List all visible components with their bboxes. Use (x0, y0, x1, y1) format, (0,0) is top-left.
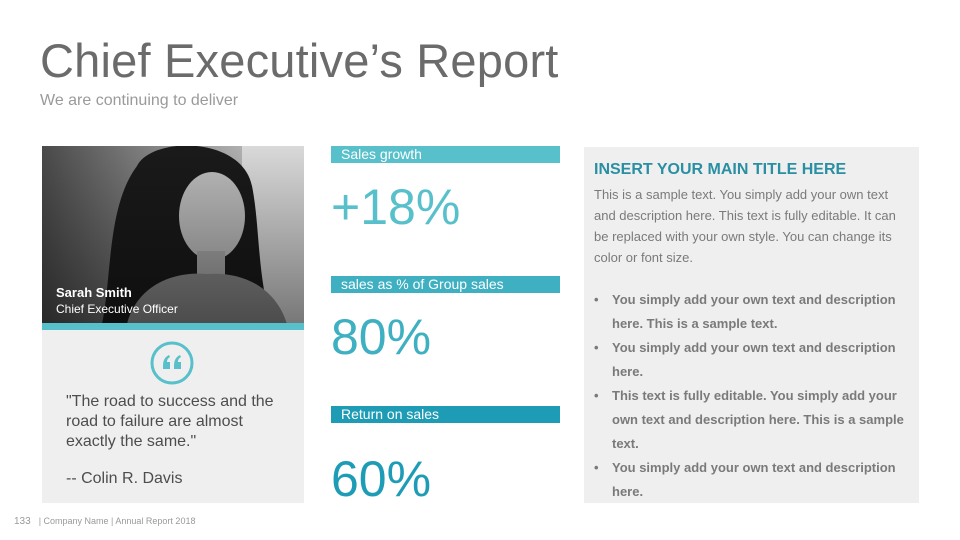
list-item-text: You simply add your own text and descrip… (612, 292, 896, 331)
profile-photo: Sarah Smith Chief Executive Officer (42, 146, 304, 324)
quote-card: "The road to success and the road to fai… (42, 330, 304, 503)
portrait-image (42, 146, 304, 324)
panel-description: This is a sample text. You simply add yo… (594, 187, 896, 265)
list-item-text: You simply add your own text and descrip… (612, 460, 896, 499)
stat-value-group-sales: 80% (331, 309, 432, 365)
info-panel: INSERT YOUR MAIN TITLE HERE This is a sa… (584, 147, 919, 503)
list-item: • You simply add your own text and descri… (594, 288, 904, 336)
list-item: • You simply add your own text and descri… (594, 456, 904, 504)
list-item-text: This text is fully editable. You simply … (612, 388, 904, 451)
page-title: Chief Executive’s Report (40, 34, 559, 87)
bullet-list: • You simply add your own text and descri… (594, 288, 904, 504)
footer: 133 | Company Name | Annual Report 2018 (14, 516, 195, 527)
list-item-text: You simply add your own text and descrip… (612, 340, 896, 379)
footer-text: | Company Name | Annual Report 2018 (38, 516, 196, 526)
bullet-icon: • (594, 460, 599, 475)
list-item: • This text is fully editable. You simply… (594, 384, 904, 456)
stat-value-return-on-sales: 60% (331, 451, 432, 507)
quote-author: -- Colin R. Davis (66, 470, 183, 487)
quote-icon (150, 341, 194, 385)
bullet-icon: • (594, 292, 599, 307)
page-subtitle: We are continuing to deliver (40, 92, 239, 109)
list-item: • You simply add your own text and descri… (594, 336, 904, 384)
stat-label-group-sales: sales as % of Group sales (331, 276, 560, 293)
stat-label-return-on-sales: Return on sales (331, 406, 560, 423)
person-role: Chief Executive Officer (56, 302, 178, 316)
panel-title: INSERT YOUR MAIN TITLE HERE (594, 161, 847, 178)
bullet-icon: • (594, 388, 599, 403)
page-number: 133 (14, 516, 31, 527)
person-name: Sarah Smith (56, 285, 132, 300)
stat-label-sales-growth: Sales growth (331, 146, 560, 163)
quote-text: "The road to success and the road to fai… (66, 393, 274, 450)
bullet-icon: • (594, 340, 599, 355)
photo-accent-bar (42, 323, 304, 330)
stat-value-sales-growth: +18% (331, 179, 461, 235)
